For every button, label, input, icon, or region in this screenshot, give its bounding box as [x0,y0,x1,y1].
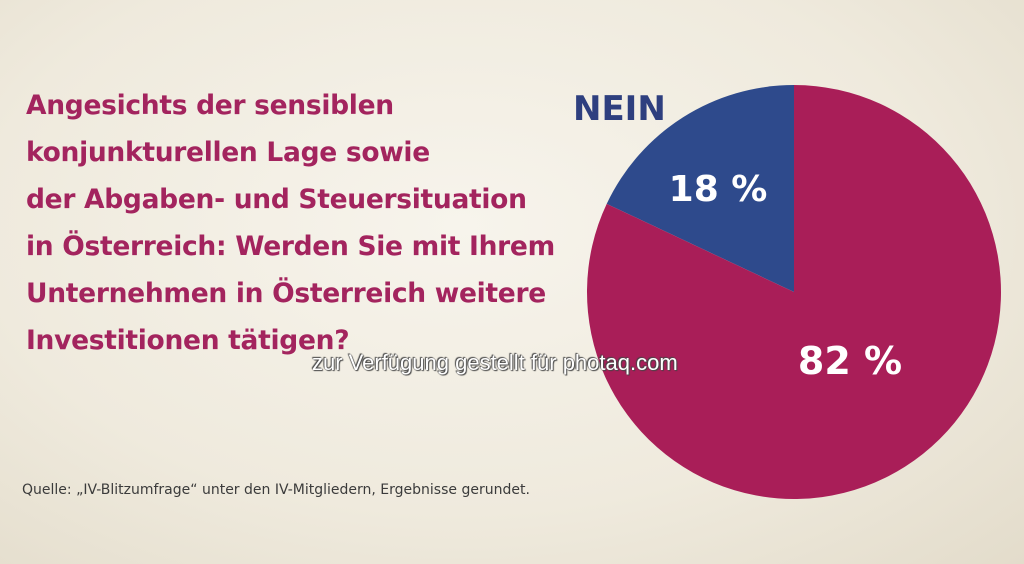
slice-value-label: 18 % [669,169,768,210]
watermark: zur Verfügung gestellt für photaq.com [312,350,678,375]
question-line: Investitionen tätigen? [26,325,350,356]
legend-label-nein: NEIN [573,89,666,129]
pie-slice-other [587,85,1001,499]
question-line: in Österreich: Werden Sie mit Ihrem [26,231,555,262]
source-note: Quelle: „IV-Blitzumfrage“ unter den IV-M… [22,482,530,498]
survey-question: Angesichts der sensiblen konjunkturellen… [26,82,586,364]
pie-slice-nein [606,85,794,292]
question-line: Angesichts der sensiblen [26,90,394,121]
question-line: der Abgaben- und Steuersituation [26,184,527,215]
question-line: Unternehmen in Österreich weitere [26,278,546,309]
slice-value-label: 82 % [798,339,902,383]
question-line: konjunkturellen Lage sowie [26,137,430,168]
